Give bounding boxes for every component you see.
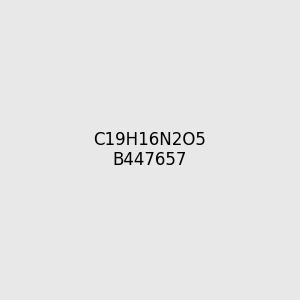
Text: C19H16N2O5
B447657: C19H16N2O5 B447657 [94,130,206,170]
